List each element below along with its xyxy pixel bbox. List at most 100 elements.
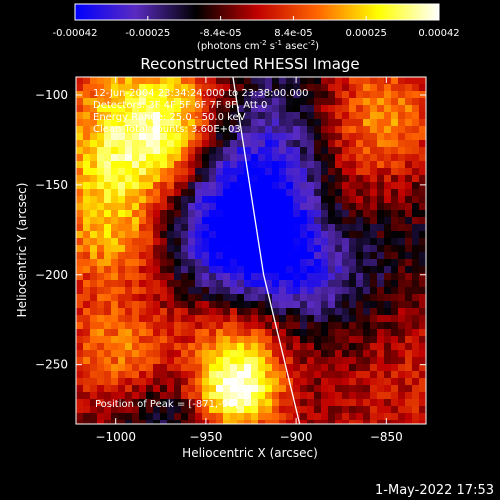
heatmap-cell: [216, 357, 224, 365]
heatmap-cell: [272, 217, 280, 225]
heatmap-cell: [76, 280, 84, 288]
heatmap-cell: [363, 105, 371, 113]
heatmap-cell: [195, 294, 203, 302]
colorbar-tick-label: 0.00025: [346, 28, 387, 39]
heatmap-cell: [181, 420, 189, 425]
heatmap-cell: [244, 133, 252, 141]
heatmap-cell: [342, 133, 350, 141]
heatmap-cell: [111, 91, 119, 99]
heatmap-cell: [188, 413, 196, 421]
heatmap-cell: [251, 329, 259, 337]
heatmap-cell: [272, 413, 280, 421]
heatmap-cell: [230, 203, 238, 211]
heatmap-cell: [125, 371, 133, 379]
heatmap-cell: [335, 77, 343, 85]
heatmap-cell: [349, 371, 357, 379]
heatmap-cell: [146, 224, 154, 232]
y-tick-label: −200: [35, 268, 68, 282]
heatmap-cell: [370, 336, 378, 344]
heatmap-cell: [237, 329, 245, 337]
heatmap-cell: [363, 399, 371, 407]
heatmap-cell: [132, 140, 140, 148]
heatmap-cell: [349, 224, 357, 232]
annotation-energy: Energy Range: 25.0 - 50.0 keV: [93, 112, 246, 123]
heatmap-cell: [76, 252, 84, 260]
heatmap-cell: [307, 371, 315, 379]
heatmap-cell: [167, 126, 175, 134]
heatmap-cell: [202, 161, 210, 169]
heatmap-cell: [314, 77, 322, 85]
heatmap-cell: [237, 203, 245, 211]
heatmap-cell: [202, 168, 210, 176]
heatmap-cell: [307, 210, 315, 218]
heatmap-cell: [111, 168, 119, 176]
heatmap-cell: [132, 301, 140, 309]
heatmap-cell: [90, 91, 98, 99]
heatmap-cell: [384, 154, 392, 162]
heatmap-cell: [125, 133, 133, 141]
heatmap-cell: [104, 189, 112, 197]
heatmap-cell: [265, 287, 273, 295]
heatmap-cell: [328, 126, 336, 134]
heatmap-cell: [139, 343, 147, 351]
heatmap-cell: [265, 385, 273, 393]
heatmap-cell: [125, 336, 133, 344]
colorbar-tick-label: 0.00042: [418, 28, 459, 39]
heatmap-cell: [405, 203, 413, 211]
heatmap-cell: [258, 266, 266, 274]
heatmap-cell: [202, 364, 210, 372]
heatmap-cell: [370, 322, 378, 330]
heatmap-cell: [412, 315, 420, 323]
heatmap-cell: [321, 280, 329, 288]
heatmap-cell: [419, 245, 427, 253]
heatmap-cell: [230, 217, 238, 225]
heatmap-cell: [363, 378, 371, 386]
heatmap-cell: [391, 273, 399, 281]
heatmap-cell: [111, 287, 119, 295]
heatmap-cell: [328, 231, 336, 239]
heatmap-cell: [202, 357, 210, 365]
heatmap-cell: [146, 399, 154, 407]
heatmap-cell: [398, 280, 406, 288]
x-tick-label: −900: [280, 430, 313, 444]
heatmap-cell: [97, 238, 105, 246]
heatmap-cell: [97, 252, 105, 260]
heatmap-cell: [342, 245, 350, 253]
heatmap-cell: [160, 238, 168, 246]
heatmap-cell: [272, 189, 280, 197]
colorbar: -0.00042 -0.00025 -8.4e-05 8.4e-05 0.00025 0.…: [53, 3, 460, 52]
heatmap-cell: [412, 203, 420, 211]
heatmap-cell: [363, 140, 371, 148]
heatmap-cell: [356, 161, 364, 169]
heatmap-cell: [104, 196, 112, 204]
heatmap-cell: [216, 266, 224, 274]
heatmap-cell: [125, 378, 133, 386]
heatmap-cell: [202, 112, 210, 120]
heatmap-cell: [377, 203, 385, 211]
heatmap-cell: [237, 259, 245, 267]
heatmap-cell: [118, 133, 126, 141]
heatmap-cell: [363, 147, 371, 155]
heatmap-cell: [356, 385, 364, 393]
heatmap-cell: [202, 371, 210, 379]
heatmap-cell: [419, 336, 427, 344]
heatmap-cell: [419, 126, 427, 134]
heatmap-cell: [125, 329, 133, 337]
heatmap-cell: [125, 238, 133, 246]
heatmap-cell: [370, 77, 378, 85]
heatmap-cell: [181, 133, 189, 141]
heatmap-cell: [370, 343, 378, 351]
heatmap-cell: [153, 168, 161, 176]
heatmap-cell: [356, 126, 364, 134]
heatmap-cell: [244, 350, 252, 358]
heatmap-cell: [286, 168, 294, 176]
heatmap-cell: [244, 336, 252, 344]
heatmap-cell: [391, 77, 399, 85]
heatmap-cell: [76, 154, 84, 162]
heatmap-cell: [335, 161, 343, 169]
heatmap-cell: [307, 196, 315, 204]
heatmap-cell: [405, 189, 413, 197]
heatmap-cell: [300, 301, 308, 309]
heatmap-cell: [251, 301, 259, 309]
heatmap-cell: [342, 252, 350, 260]
